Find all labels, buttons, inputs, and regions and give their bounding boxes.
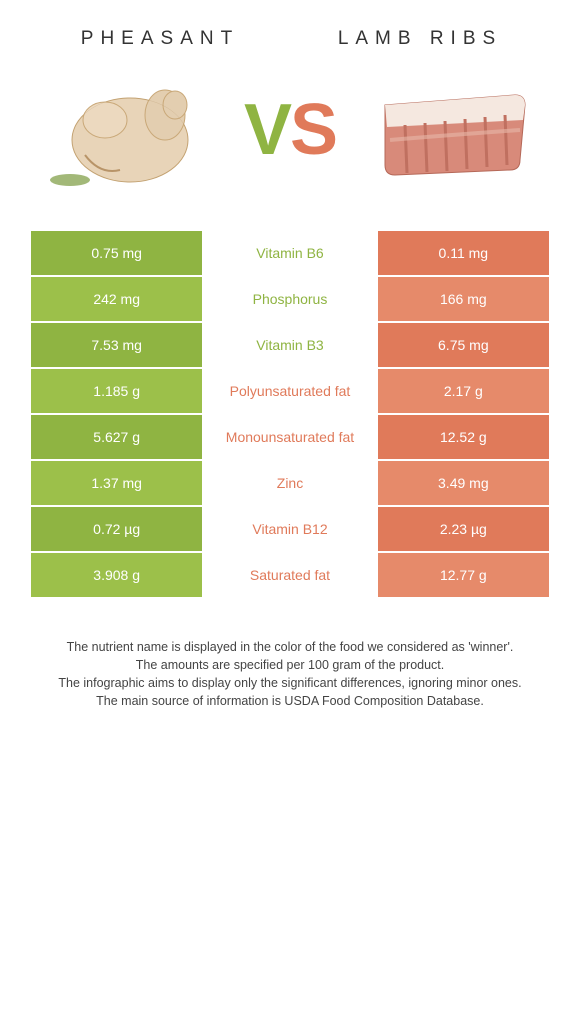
footer-line-3: The infographic aims to display only the… xyxy=(36,674,544,692)
left-value: 1.37 mg xyxy=(30,460,203,506)
nutrient-label: Polyunsaturated fat xyxy=(203,368,376,414)
right-value: 2.23 µg xyxy=(377,506,550,552)
nutrient-label: Vitamin B3 xyxy=(203,322,376,368)
footer-line-1: The nutrient name is displayed in the co… xyxy=(36,638,544,656)
right-value: 0.11 mg xyxy=(377,230,550,276)
table-row: 0.75 mgVitamin B60.11 mg xyxy=(30,230,550,276)
right-value: 3.49 mg xyxy=(377,460,550,506)
table-row: 1.185 gPolyunsaturated fat2.17 g xyxy=(30,368,550,414)
nutrient-label: Saturated fat xyxy=(203,552,376,598)
left-value: 0.72 µg xyxy=(30,506,203,552)
table-row: 5.627 gMonounsaturated fat12.52 g xyxy=(30,414,550,460)
images-row: VS xyxy=(30,60,550,200)
lamb-ribs-icon xyxy=(365,65,535,195)
pheasant-icon xyxy=(45,65,215,195)
footer-notes: The nutrient name is displayed in the co… xyxy=(30,638,550,711)
right-food-title: LAMB RIBS xyxy=(290,20,550,50)
left-value: 242 mg xyxy=(30,276,203,322)
pheasant-image xyxy=(40,60,220,200)
nutrient-label: Vitamin B6 xyxy=(203,230,376,276)
left-value: 1.185 g xyxy=(30,368,203,414)
right-value: 2.17 g xyxy=(377,368,550,414)
table-row: 3.908 gSaturated fat12.77 g xyxy=(30,552,550,598)
left-value: 3.908 g xyxy=(30,552,203,598)
left-food-title: PHEASANT xyxy=(30,20,290,50)
left-value: 0.75 mg xyxy=(30,230,203,276)
vs-v-letter: V xyxy=(244,90,290,170)
right-value: 166 mg xyxy=(377,276,550,322)
vs-s-letter: S xyxy=(290,90,336,170)
table-row: 1.37 mgZinc3.49 mg xyxy=(30,460,550,506)
footer-line-2: The amounts are specified per 100 gram o… xyxy=(36,656,544,674)
nutrient-label: Monounsaturated fat xyxy=(203,414,376,460)
left-value: 5.627 g xyxy=(30,414,203,460)
footer-line-4: The main source of information is USDA F… xyxy=(36,692,544,710)
right-value: 12.77 g xyxy=(377,552,550,598)
nutrient-label: Vitamin B12 xyxy=(203,506,376,552)
vs-label: VS xyxy=(244,89,336,171)
nutrient-label: Phosphorus xyxy=(203,276,376,322)
comparison-table: 0.75 mgVitamin B60.11 mg242 mgPhosphorus… xyxy=(30,230,550,598)
nutrient-label: Zinc xyxy=(203,460,376,506)
lamb-ribs-image xyxy=(360,60,540,200)
right-value: 12.52 g xyxy=(377,414,550,460)
table-row: 7.53 mgVitamin B36.75 mg xyxy=(30,322,550,368)
right-value: 6.75 mg xyxy=(377,322,550,368)
table-row: 0.72 µgVitamin B122.23 µg xyxy=(30,506,550,552)
left-value: 7.53 mg xyxy=(30,322,203,368)
header-titles: PHEASANT LAMB RIBS xyxy=(30,20,550,50)
table-row: 242 mgPhosphorus166 mg xyxy=(30,276,550,322)
